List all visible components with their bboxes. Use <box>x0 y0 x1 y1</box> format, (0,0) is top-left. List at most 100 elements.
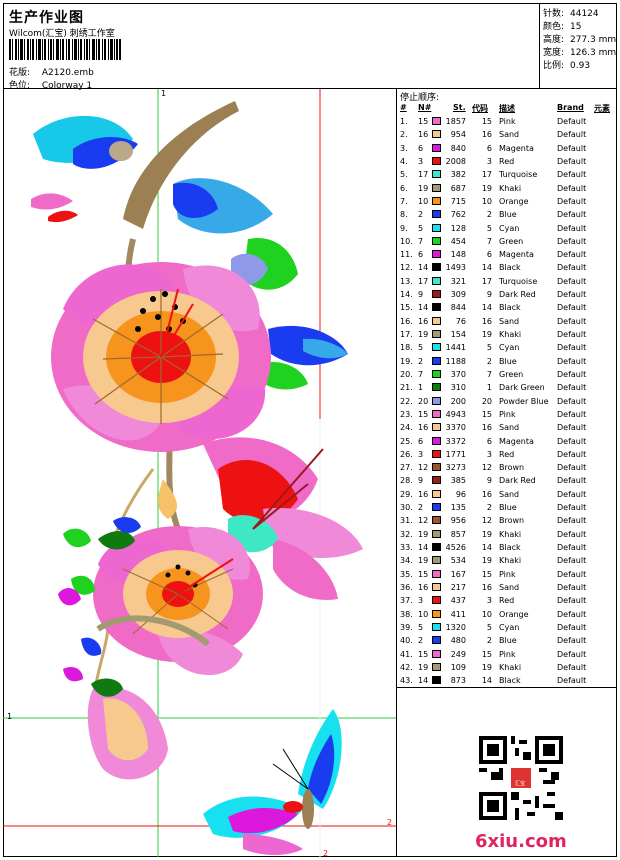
row-code: 19 <box>481 662 492 672</box>
row-needle: 5 <box>418 223 424 233</box>
row-stitches: 3372 <box>445 436 466 446</box>
row-description: Khaki <box>499 556 522 566</box>
row-description: Brown <box>499 463 525 473</box>
row-description: Magenta <box>499 436 534 446</box>
table-row: 8. 2 762 2 Blue Default <box>398 210 617 223</box>
row-needle: 15 <box>418 117 429 126</box>
table-row: 19. 2 1188 2 Blue Default <box>398 356 617 370</box>
row-needle: 5 <box>418 622 424 632</box>
row-number: 39. <box>400 622 413 632</box>
table-row: 34. 19 534 19 Khaki Default <box>398 556 617 569</box>
color-swatch <box>432 489 441 498</box>
color-swatch <box>432 436 441 445</box>
row-stitches: 4526 <box>445 543 466 552</box>
row-brand: Default <box>557 556 587 566</box>
table-row: 42. 19 109 19 Khaki Default <box>398 662 617 676</box>
row-brand: Default <box>557 236 587 246</box>
color-swatch <box>432 543 441 551</box>
row-brand: Default <box>557 596 587 606</box>
table-row: 15. 14 844 14 Black Default <box>398 303 617 316</box>
table-row: 9. 5 128 5 Cyan Default <box>398 223 617 237</box>
row-number: 43. <box>400 676 413 686</box>
row-description: Pink <box>499 117 516 126</box>
color-swatch <box>432 596 441 605</box>
row-stitches: 411 <box>450 609 466 619</box>
row-needle: 19 <box>418 183 429 193</box>
color-swatch <box>432 449 441 458</box>
row-brand: Default <box>557 290 587 300</box>
row-stitches: 454 <box>450 236 466 246</box>
row-brand: Default <box>557 330 587 339</box>
row-code: 14 <box>481 543 492 552</box>
color-swatch <box>432 263 441 272</box>
guide-marker-1-top: 1 <box>161 89 167 98</box>
row-number: 35. <box>400 569 413 579</box>
color-swatch <box>432 369 441 378</box>
row-number: 33. <box>400 543 413 552</box>
row-brand: Default <box>557 476 587 486</box>
row-description: Magenta <box>499 143 534 153</box>
embroidery-design-image <box>3 89 396 857</box>
row-brand: Default <box>557 156 587 166</box>
header-panel: 生产作业图 Wilcom(汇宝) 刺绣工作室 花版: A2120.emb 色位:… <box>3 3 540 91</box>
table-row: 39. 5 1320 5 Cyan Default <box>398 622 617 636</box>
row-code: 9 <box>486 476 492 486</box>
table-row: 7. 10 715 10 Orange Default <box>398 196 617 210</box>
row-brand: Default <box>557 436 587 446</box>
row-brand: Default <box>557 303 587 313</box>
row-stitches: 135 <box>450 503 466 513</box>
colorway-value: Colorway 1 <box>41 81 93 91</box>
table-row: 21. 1 310 1 Dark Green Default <box>398 383 617 396</box>
row-brand: Default <box>557 423 587 433</box>
row-stitches: 217 <box>450 582 466 592</box>
row-stitches: 109 <box>450 662 466 672</box>
row-brand: Default <box>557 569 587 579</box>
row-brand: Default <box>557 143 587 153</box>
table-row: 2. 16 954 16 Sand Default <box>398 130 617 143</box>
row-number: 27. <box>400 463 413 473</box>
row-number: 15. <box>400 303 413 313</box>
info-stitches: 针数: 44124 <box>543 9 599 19</box>
row-description: Black <box>499 543 521 552</box>
row-needle: 20 <box>418 396 429 406</box>
row-stitches: 873 <box>450 676 466 686</box>
row-stitches: 249 <box>450 649 466 659</box>
row-stitches: 687 <box>450 183 466 193</box>
row-needle: 14 <box>418 543 429 552</box>
row-brand: Default <box>557 529 587 539</box>
row-number: 40. <box>400 636 413 646</box>
row-description: Black <box>499 303 521 313</box>
row-description: Khaki <box>499 183 522 193</box>
row-description: Powder Blue <box>499 396 549 406</box>
row-number: 26. <box>400 449 413 459</box>
row-code: 14 <box>481 303 492 313</box>
row-brand: Default <box>557 676 587 686</box>
design-file-value: A2120.emb <box>41 68 94 78</box>
color-stop-list: 1. 15 1857 15 Pink Default 2. 16 954 16 Sand Defaul… <box>398 117 617 689</box>
row-stitches: 370 <box>450 369 466 379</box>
color-swatch <box>432 170 441 179</box>
table-row: 32. 19 857 19 Khaki Default <box>398 529 617 543</box>
row-needle: 12 <box>418 463 429 473</box>
color-swatch <box>432 196 441 205</box>
table-row: 6. 19 687 19 Khaki Default <box>398 183 617 197</box>
table-row: 1. 15 1857 15 Pink Default <box>398 117 617 130</box>
row-number: 28. <box>400 476 413 486</box>
row-needle: 3 <box>418 156 424 166</box>
row-description: Cyan <box>499 223 520 233</box>
row-number: 38. <box>400 609 413 619</box>
table-row: 10. 7 454 7 Green Default <box>398 236 617 250</box>
table-row: 4. 3 2008 3 Red Default <box>398 156 617 170</box>
row-description: Pink <box>499 409 516 419</box>
table-row: 5. 17 382 17 Turquoise Default <box>398 170 617 183</box>
row-description: Orange <box>499 196 529 206</box>
row-number: 24. <box>400 423 413 433</box>
row-description: Dark Green <box>499 383 545 393</box>
row-number: 32. <box>400 529 413 539</box>
row-description: Sand <box>499 423 520 433</box>
row-needle: 16 <box>418 130 429 140</box>
row-brand: Default <box>557 636 587 646</box>
row-stitches: 437 <box>450 596 466 606</box>
row-description: Turquoise <box>499 276 538 286</box>
row-description: Sand <box>499 316 520 326</box>
